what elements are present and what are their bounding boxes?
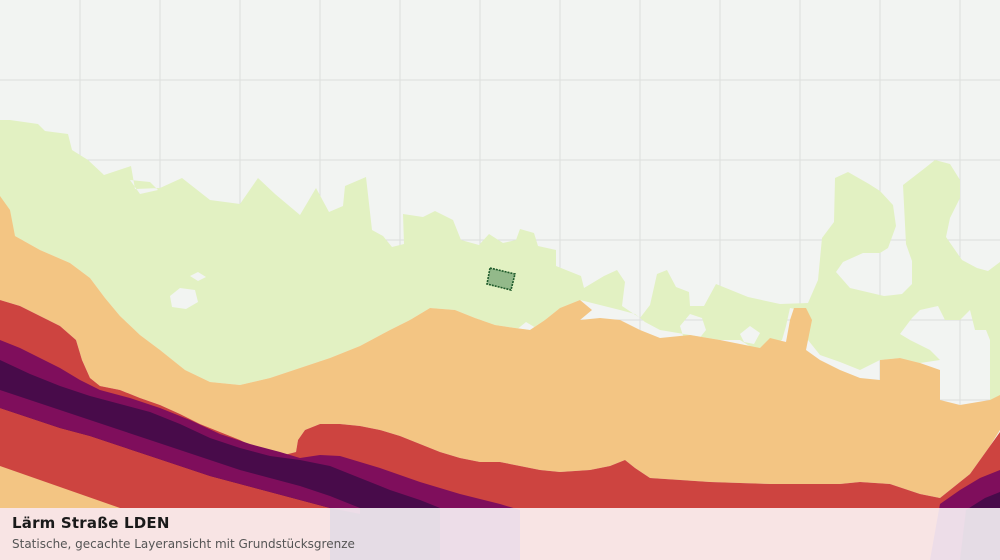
map-subtitle: Statische, gecachte Layeransicht mit Gru… bbox=[12, 537, 355, 551]
parcel-boundary[interactable] bbox=[486, 267, 516, 291]
noise-band-2[interactable] bbox=[0, 196, 1000, 498]
map-caption: Lärm Straße LDEN Statische, gecachte Lay… bbox=[0, 508, 1000, 560]
noise-band-1[interactable] bbox=[0, 120, 1000, 400]
noise-band-4 bbox=[0, 390, 360, 514]
map-title: Lärm Straße LDEN bbox=[12, 514, 170, 532]
noise-band-2 bbox=[0, 466, 120, 508]
